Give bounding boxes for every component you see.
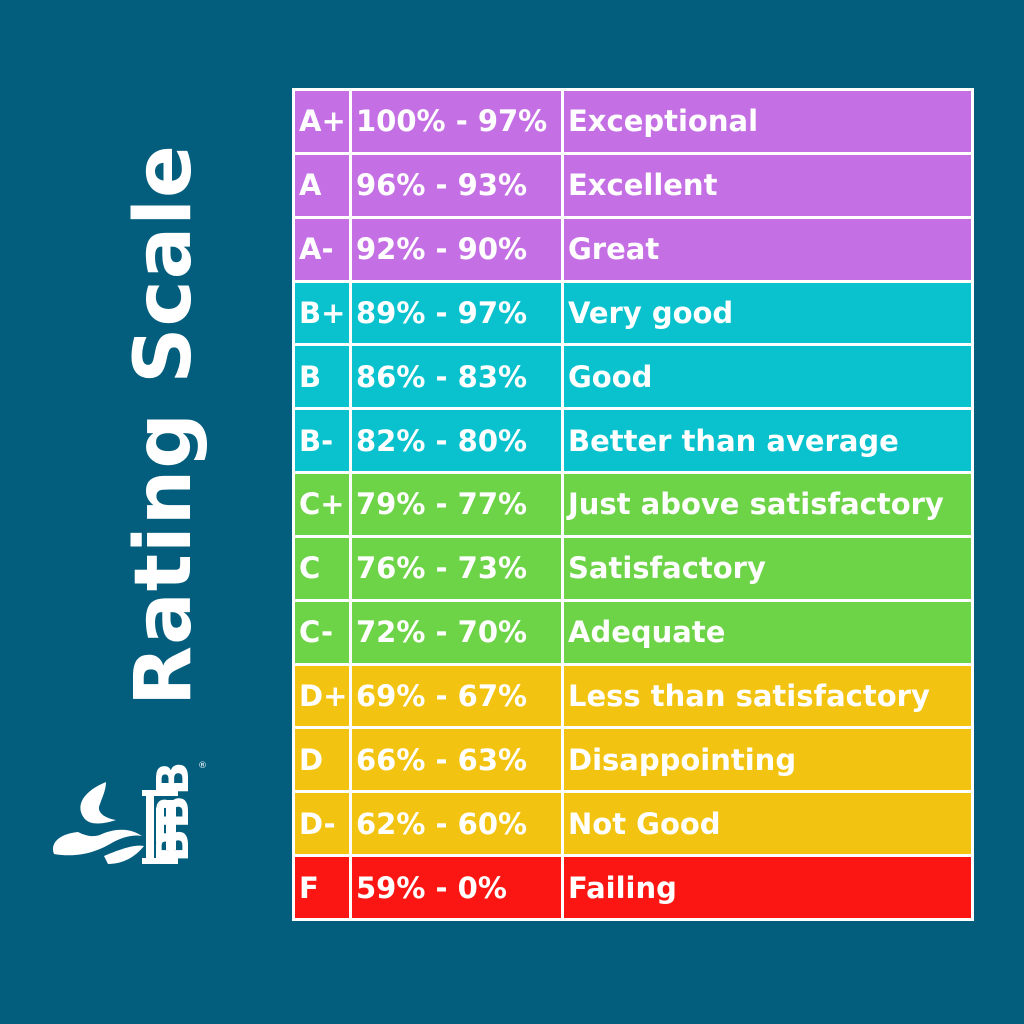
grade-cell: D+: [292, 662, 352, 730]
grade-cell: C+: [292, 471, 352, 538]
registered-mark: ®: [198, 761, 207, 771]
description-cell: Adequate: [561, 598, 974, 666]
description-cell: Failing: [561, 854, 974, 921]
range-cell: 82% - 80%: [349, 407, 564, 475]
grade-cell: B: [292, 343, 352, 411]
table-row: F 59% - 0% Failing: [292, 854, 974, 921]
description-cell: Satisfactory: [561, 534, 974, 602]
description-cell: Just above satisfactory: [561, 471, 974, 538]
description-cell: Disappointing: [561, 726, 974, 794]
table-row: C- 72% - 70% Adequate: [292, 598, 974, 666]
grade-cell: F: [292, 854, 352, 921]
description-cell: Better than average: [561, 407, 974, 475]
description-cell: Not Good: [561, 790, 974, 858]
table-row: A 96% - 93% Excellent: [292, 151, 974, 219]
table-row: B- 82% - 80% Better than average: [292, 407, 974, 475]
grade-cell: B-: [292, 407, 352, 475]
table-row: C+ 79% - 77% Just above satisfactory: [292, 471, 974, 538]
grade-cell: A: [292, 151, 352, 219]
range-cell: 86% - 83%: [349, 343, 564, 411]
table-row: A- 92% - 90% Great: [292, 215, 974, 283]
table-row: B 86% - 83% Good: [292, 343, 974, 411]
range-cell: 92% - 90%: [349, 215, 564, 283]
table-row: D- 62% - 60% Not Good: [292, 790, 974, 858]
page-title: Rating Scale: [119, 144, 209, 706]
rating-table: A+ 100% - 97% Exceptional A 96% - 93% Excelle…: [292, 88, 974, 921]
table-row: B+ 89% - 97% Very good: [292, 279, 974, 347]
logo-text: BBB: [148, 761, 199, 863]
table-row: A+ 100% - 97% Exceptional: [292, 88, 974, 155]
bbb-torch-icon: [53, 782, 178, 864]
description-cell: Less than satisfactory: [561, 662, 974, 730]
grade-cell: D-: [292, 790, 352, 858]
range-cell: 89% - 97%: [349, 279, 564, 347]
range-cell: 76% - 73%: [349, 534, 564, 602]
range-cell: 59% - 0%: [349, 854, 564, 921]
description-cell: Very good: [561, 279, 974, 347]
description-cell: Great: [561, 215, 974, 283]
table-row: D+ 69% - 67% Less than satisfactory: [292, 662, 974, 730]
grade-cell: A+: [292, 88, 352, 155]
table-row: D 66% - 63% Disappointing: [292, 726, 974, 794]
grade-cell: B+: [292, 279, 352, 347]
description-cell: Exceptional: [561, 88, 974, 155]
range-cell: 72% - 70%: [349, 598, 564, 666]
table-row: C 76% - 73% Satisfactory: [292, 534, 974, 602]
grade-cell: C: [292, 534, 352, 602]
description-cell: Good: [561, 343, 974, 411]
grade-cell: A-: [292, 215, 352, 283]
range-cell: 100% - 97%: [349, 88, 564, 155]
description-cell: Excellent: [561, 151, 974, 219]
range-cell: 79% - 77%: [349, 471, 564, 538]
grade-cell: D: [292, 726, 352, 794]
range-cell: 62% - 60%: [349, 790, 564, 858]
range-cell: 69% - 67%: [349, 662, 564, 730]
range-cell: 96% - 93%: [349, 151, 564, 219]
grade-cell: C-: [292, 598, 352, 666]
range-cell: 66% - 63%: [349, 726, 564, 794]
